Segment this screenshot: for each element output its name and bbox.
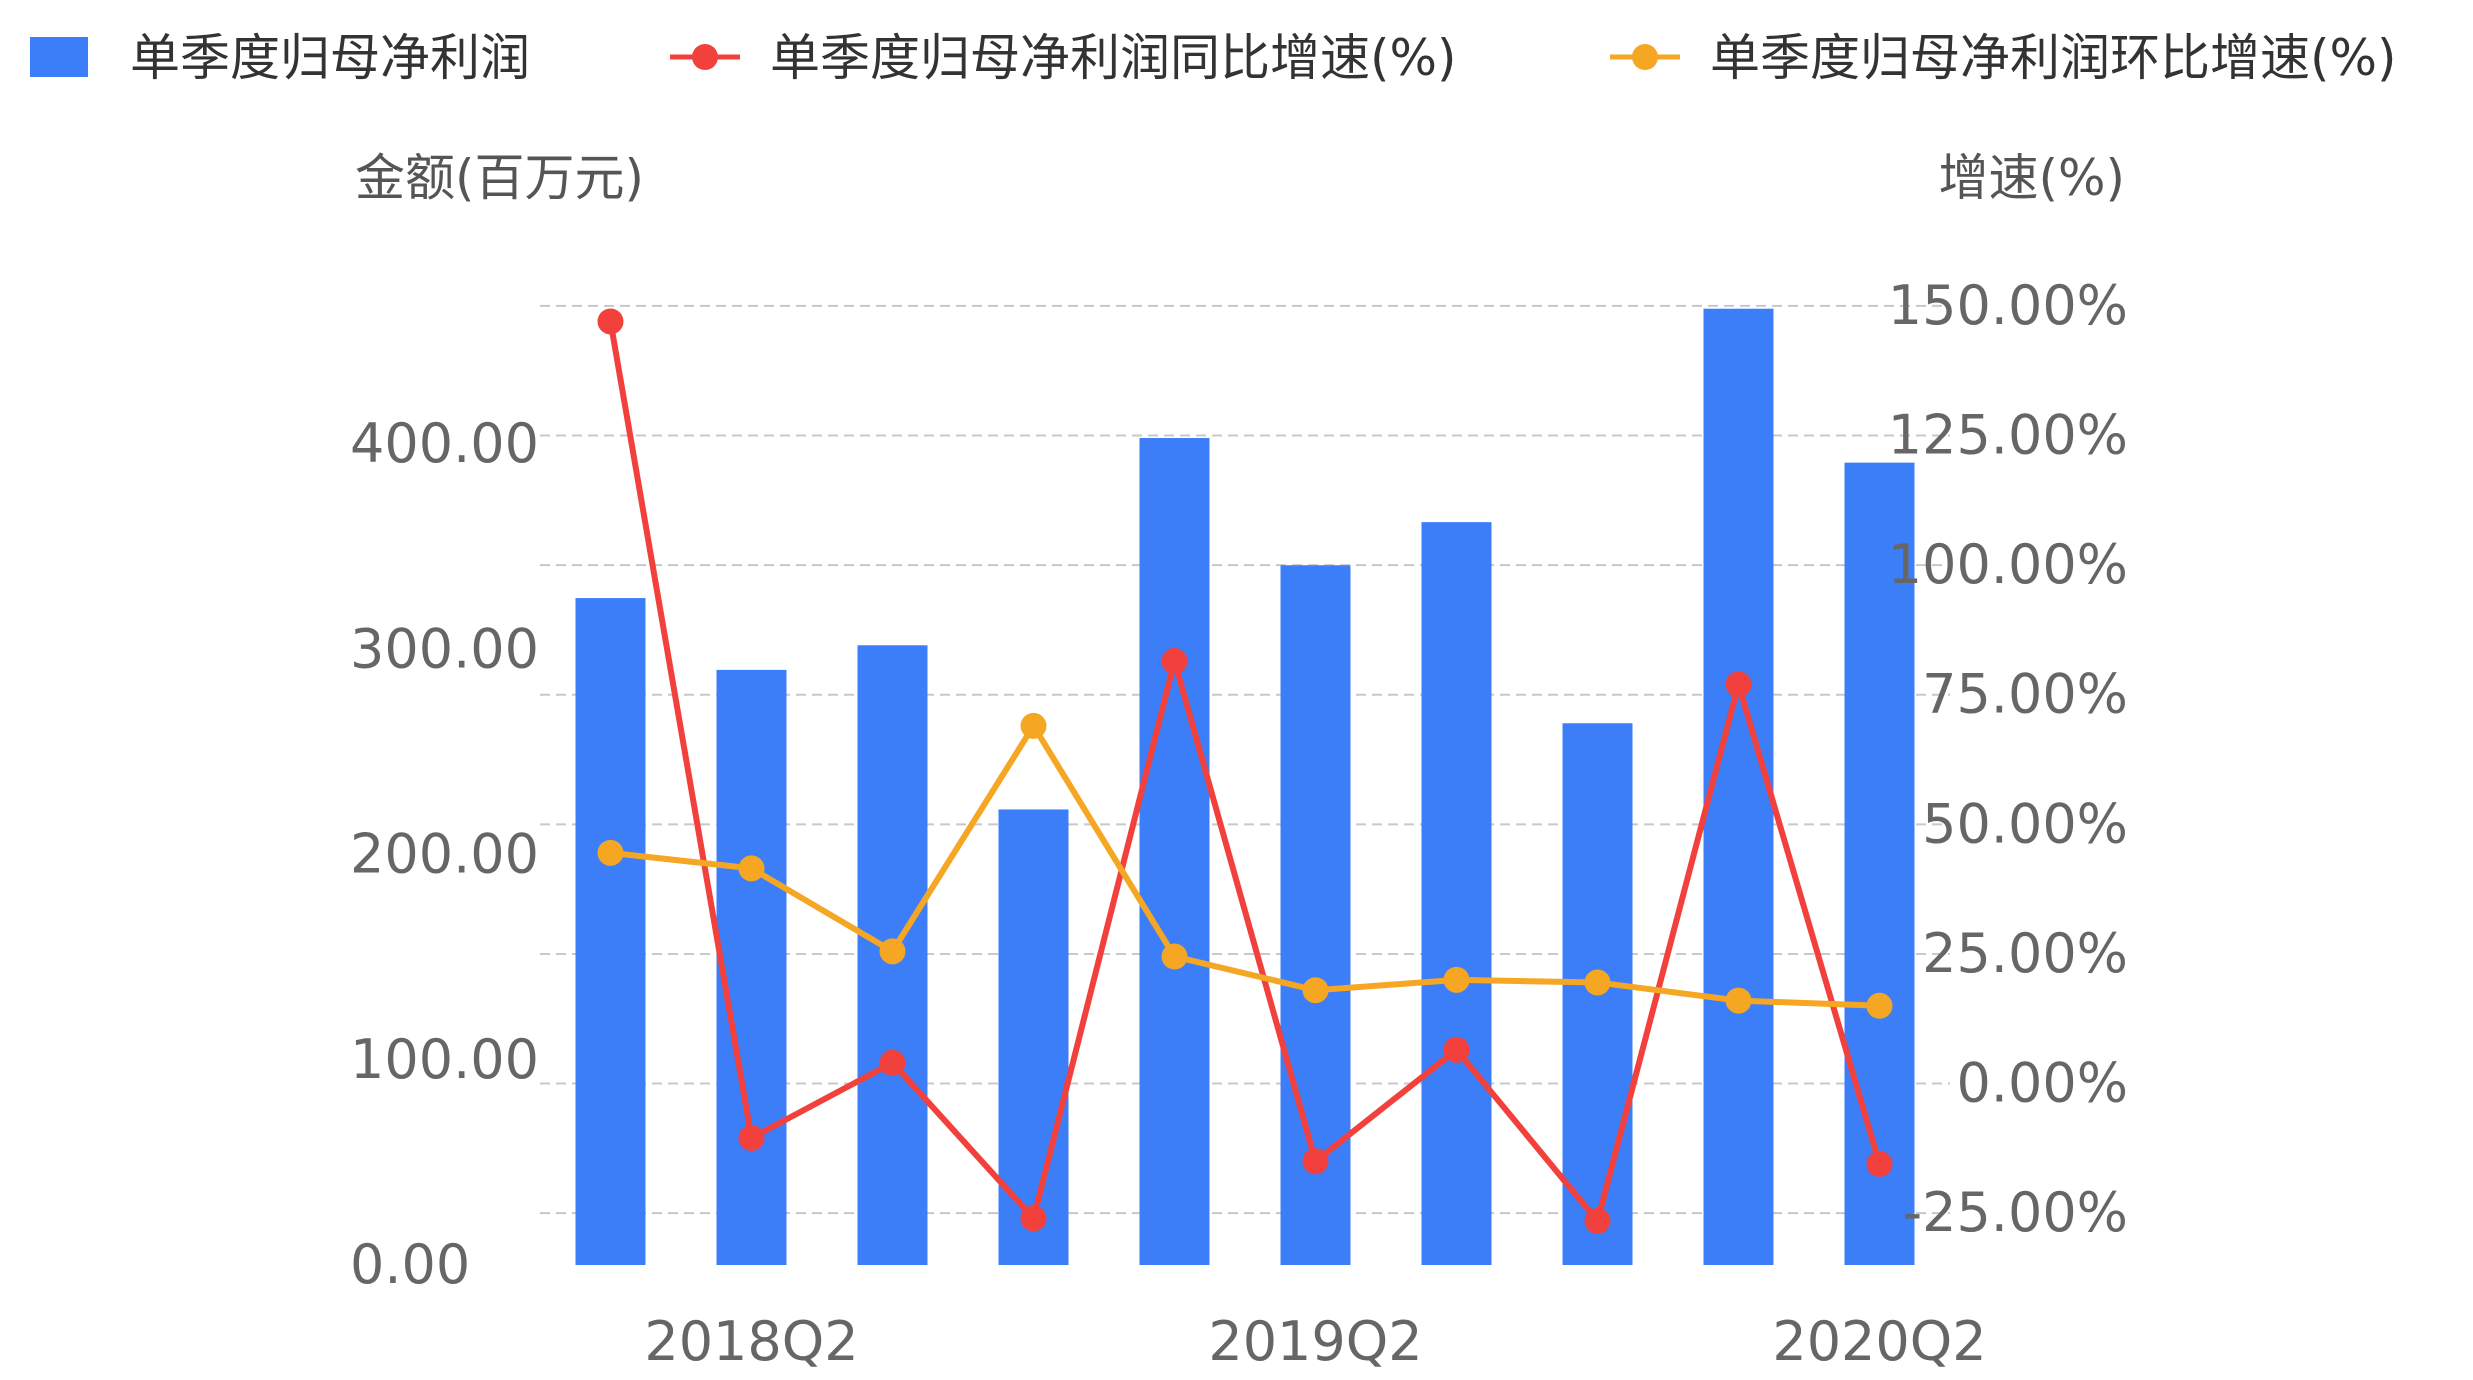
bar — [998, 809, 1069, 1265]
left-tick-label: 200.00 — [350, 823, 539, 886]
right-tick-label: 50.00% — [1922, 792, 2128, 855]
series-point — [1443, 966, 1470, 993]
left-tick-label: 400.00 — [350, 412, 539, 475]
bar-series — [575, 308, 1915, 1266]
series-point — [1866, 992, 1893, 1019]
line-series — [597, 308, 1893, 1234]
x-tick-label: 2019Q2 — [1208, 1310, 1422, 1373]
right-tick-label: 125.00% — [1888, 404, 2128, 467]
series-point — [1725, 671, 1752, 698]
right-tick-label: 0.00% — [1956, 1052, 2128, 1115]
bar — [1139, 438, 1210, 1266]
series-point — [738, 855, 765, 882]
right-tick-label: 25.00% — [1922, 922, 2128, 985]
legend-swatch — [30, 37, 88, 77]
legend-label: 单季度归母净利润 — [130, 29, 530, 87]
legend-item: 单季度归母净利润同比增速(%) — [670, 29, 1457, 87]
right-tick-label: 150.00% — [1888, 274, 2128, 337]
series-point — [1302, 977, 1329, 1004]
bar — [716, 669, 787, 1265]
series-point — [879, 938, 906, 965]
bar — [1844, 462, 1915, 1266]
legend-dot-icon — [692, 44, 718, 70]
bar — [575, 598, 646, 1265]
bar — [1421, 522, 1492, 1265]
left-axis-ticks: 0.00 100.00 200.00 300.00 400.00 — [350, 412, 539, 1296]
x-tick-label: 2020Q2 — [1772, 1310, 1986, 1373]
series-point — [1020, 1205, 1047, 1232]
series-point — [1161, 648, 1188, 675]
legend-label: 单季度归母净利润环比增速(%) — [1710, 29, 2397, 87]
series-point — [597, 839, 624, 866]
left-tick-label: 100.00 — [350, 1028, 539, 1091]
legend-item: 单季度归母净利润环比增速(%) — [1610, 29, 2397, 87]
series-point — [1584, 969, 1611, 996]
right-tick-label: 75.00% — [1922, 663, 2128, 726]
right-tick-label: 100.00% — [1888, 533, 2128, 596]
series-point — [738, 1124, 765, 1151]
series-point — [1302, 1148, 1329, 1175]
left-tick-label: 300.00 — [350, 617, 539, 680]
series-point — [879, 1049, 906, 1076]
legend-item: 单季度归母净利润 — [30, 29, 530, 87]
right-axis-title: 增速(%) — [1938, 149, 2125, 207]
series-point — [1443, 1036, 1470, 1063]
legend-label: 单季度归母净利润同比增速(%) — [770, 29, 1457, 87]
left-axis-title: 金额(百万元) — [355, 149, 644, 207]
right-axis-ticks: -25.00% 0.00% 25.00% 50.00% 75.00% 100.00% 125… — [1888, 274, 2128, 1244]
bar — [1703, 308, 1774, 1266]
series-point — [1725, 987, 1752, 1014]
legend: 单季度归母净利润 单季度归母净利润同比增速(%) 单季度归母净利润环比增速(%) — [30, 29, 2397, 87]
series-line — [610, 722, 1880, 1009]
series-point — [1161, 943, 1188, 970]
series-point — [1020, 712, 1047, 739]
series-point — [597, 308, 624, 335]
left-tick-label: 0.00 — [350, 1233, 470, 1296]
x-tick-label: 2018Q2 — [644, 1310, 858, 1373]
legend-dot-icon — [1632, 44, 1658, 70]
series-point — [1584, 1207, 1611, 1234]
right-tick-label: -25.00% — [1903, 1181, 2128, 1244]
series-point — [1866, 1150, 1893, 1177]
series-line — [607, 320, 1883, 1224]
x-axis-ticks: 2018Q2 2019Q2 2020Q2 — [644, 1310, 1986, 1373]
